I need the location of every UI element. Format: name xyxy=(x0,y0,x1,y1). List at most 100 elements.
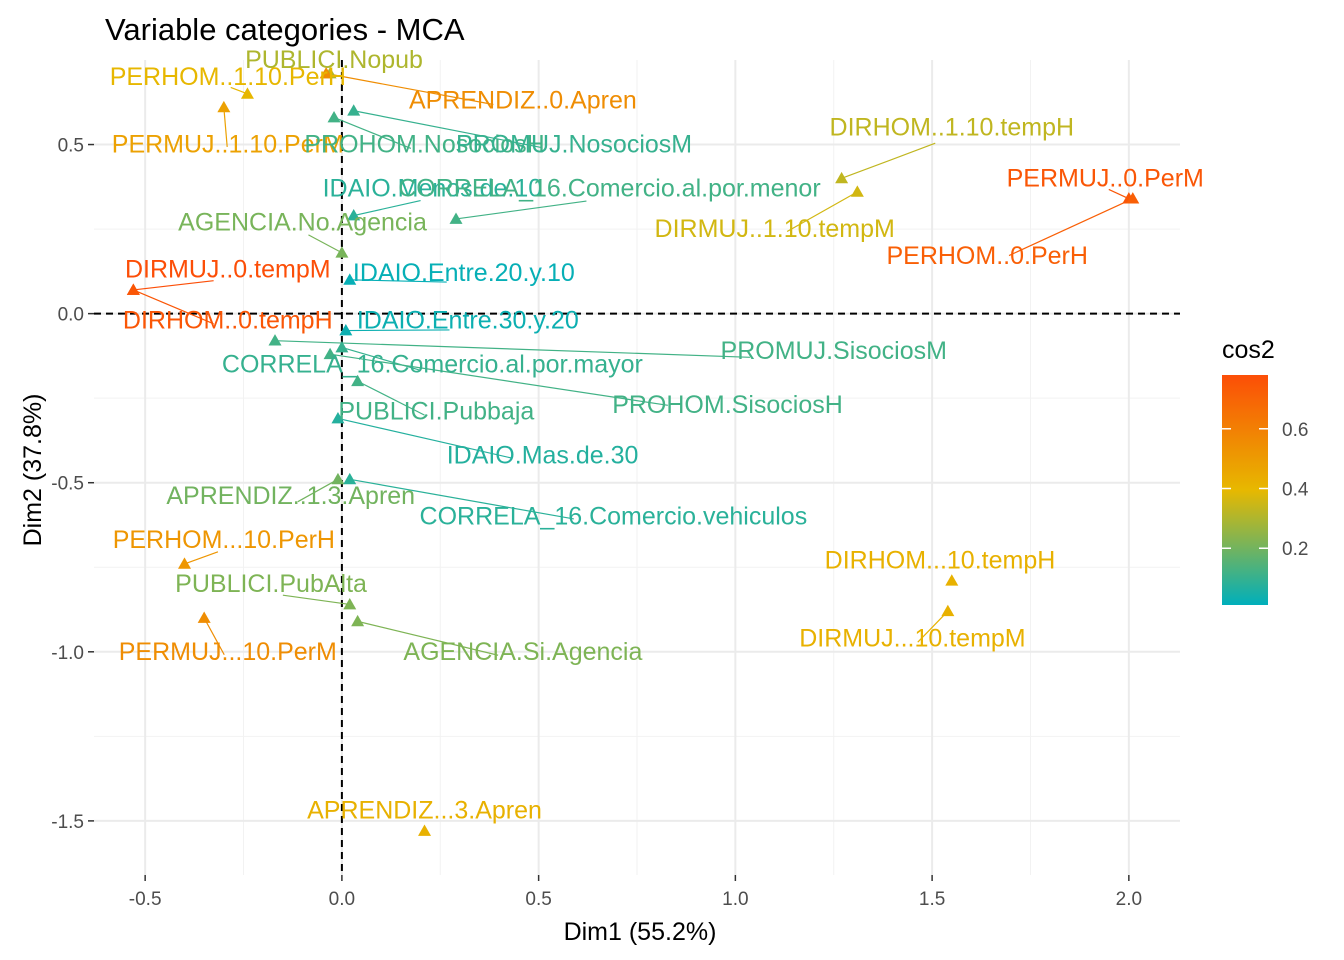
legend: cos2 0.2 0.4 0.6 xyxy=(1222,336,1309,605)
point-label: DIRHOM..1.10.tempH xyxy=(830,114,1075,142)
point-label: CORRELA_16.Comercio.vehiculos xyxy=(420,503,808,531)
point-label: AGENCIA.Si.Agencia xyxy=(403,638,642,666)
point-label: PERMUJ..1.10.PerM xyxy=(112,131,344,159)
chart-title: Variable categories - MCA xyxy=(105,12,465,47)
y-tick-label: -1.5 xyxy=(51,812,84,833)
point-label: PUBLICI.Nopub xyxy=(245,46,423,74)
x-tick-label: 1.5 xyxy=(919,889,945,910)
data-point xyxy=(327,110,341,123)
point-label: DIRMUJ..0.tempM xyxy=(125,256,331,284)
point-label: CORRELA_16.Comercio.al.por.mayor xyxy=(222,350,643,378)
data-point xyxy=(319,67,333,79)
legend-title: cos2 xyxy=(1222,336,1275,364)
y-tick-label: 0.0 xyxy=(58,305,84,326)
data-point xyxy=(339,324,353,336)
grid xyxy=(94,60,1180,875)
point-label: PROHOM.SisociosH xyxy=(612,391,843,419)
data-point xyxy=(449,212,463,224)
data-point xyxy=(178,557,191,569)
label-connector xyxy=(353,199,421,217)
label-connector xyxy=(223,107,228,148)
point-label: PROMUJ.NosociosM xyxy=(456,131,692,159)
data-point xyxy=(217,100,231,113)
label-connector xyxy=(274,340,750,358)
data-point xyxy=(331,411,345,424)
label-connector xyxy=(349,279,447,283)
x-tick-label: 0.0 xyxy=(329,889,355,910)
point-label: IDAIO.Menos.de.10 xyxy=(323,175,543,203)
axis-ticks: -0.5 0.0 0.5 1.0 1.5 2.0 -1.5 -1.0 -0.5 0.0 0.5 xyxy=(51,136,1142,910)
points xyxy=(126,67,1140,836)
label-connector xyxy=(357,620,499,656)
point-label: PERHOM...10.PerH xyxy=(113,526,335,554)
data-point xyxy=(835,171,849,184)
label-connector xyxy=(841,142,936,179)
point-label: PROHOM.NosociosH xyxy=(304,131,544,159)
legend-tick-label: 0.4 xyxy=(1282,480,1309,501)
data-point xyxy=(347,104,361,116)
label-connector xyxy=(297,478,339,503)
label-connector xyxy=(786,191,858,233)
label-connector xyxy=(333,116,412,150)
label-connector xyxy=(1008,198,1134,257)
data-point xyxy=(347,209,361,221)
point-label: APRENDIZ..1.3.Apren xyxy=(166,482,415,510)
label-connector xyxy=(455,200,587,220)
data-point xyxy=(351,374,365,387)
point-label: PUBLICI.PubAlta xyxy=(175,570,367,598)
point-label: CORRELA_16.Comercio.al.por.menor xyxy=(398,175,820,203)
point-label: DIRHOM...10.tempH xyxy=(825,546,1056,574)
label-connector xyxy=(1108,188,1130,200)
data-point xyxy=(945,574,959,586)
label-connector xyxy=(345,329,450,332)
label-connector xyxy=(917,610,949,643)
x-tick-label: -0.5 xyxy=(129,889,162,910)
x-tick-label: 2.0 xyxy=(1116,889,1142,910)
point-label: APRENDIZ..0.Apren xyxy=(409,87,637,115)
data-point xyxy=(268,334,282,346)
data-point xyxy=(126,283,140,295)
legend-colorbar xyxy=(1222,375,1268,605)
x-tick-label: 1.0 xyxy=(722,889,748,910)
point-label: DIRMUJ...10.tempM xyxy=(799,624,1025,652)
point-label: PERHOM..1.10.PerH xyxy=(110,63,346,91)
point-label: DIRHOM..0.tempH xyxy=(123,306,333,334)
data-point xyxy=(343,472,357,485)
y-axis-title: Dim2 (37.8%) xyxy=(19,394,47,547)
data-point xyxy=(335,340,349,353)
data-point xyxy=(197,611,211,623)
label-connector xyxy=(326,72,494,106)
point-label: PERHOM..0.PerH xyxy=(886,242,1087,270)
data-point xyxy=(343,597,357,610)
point-label: PROMUJ.SisociosM xyxy=(721,337,947,365)
reference-lines xyxy=(94,60,1180,875)
data-point xyxy=(331,472,345,485)
point-label: IDAIO.Entre.20.y.10 xyxy=(353,259,575,287)
data-point xyxy=(351,614,365,627)
y-tick-label: 0.5 xyxy=(58,136,84,157)
label-connector xyxy=(133,280,214,291)
label-connector xyxy=(203,617,225,656)
label-connector xyxy=(353,110,542,149)
data-point xyxy=(850,185,864,197)
point-label: PUBLICI.Pubbaja xyxy=(338,398,534,426)
y-tick-label: -1.0 xyxy=(51,643,84,664)
label-connector xyxy=(329,353,668,406)
data-point xyxy=(240,87,254,99)
legend-tick-label: 0.2 xyxy=(1282,539,1308,560)
x-axis-title: Dim1 (55.2%) xyxy=(564,918,717,946)
point-label: AGENCIA.No.Agencia xyxy=(178,208,427,236)
label-connector xyxy=(349,478,574,520)
point-label: PERMUJ...10.PerM xyxy=(119,638,337,666)
data-point xyxy=(343,273,357,285)
label-connector xyxy=(282,594,350,606)
label-connector xyxy=(184,551,219,565)
data-point xyxy=(1126,192,1140,204)
label-connector xyxy=(337,417,513,459)
x-tick-label: 0.5 xyxy=(525,889,551,910)
y-tick-label: -0.5 xyxy=(51,474,84,495)
point-label: DIRMUJ..1.10.tempM xyxy=(655,215,895,243)
label-connector xyxy=(357,380,425,416)
